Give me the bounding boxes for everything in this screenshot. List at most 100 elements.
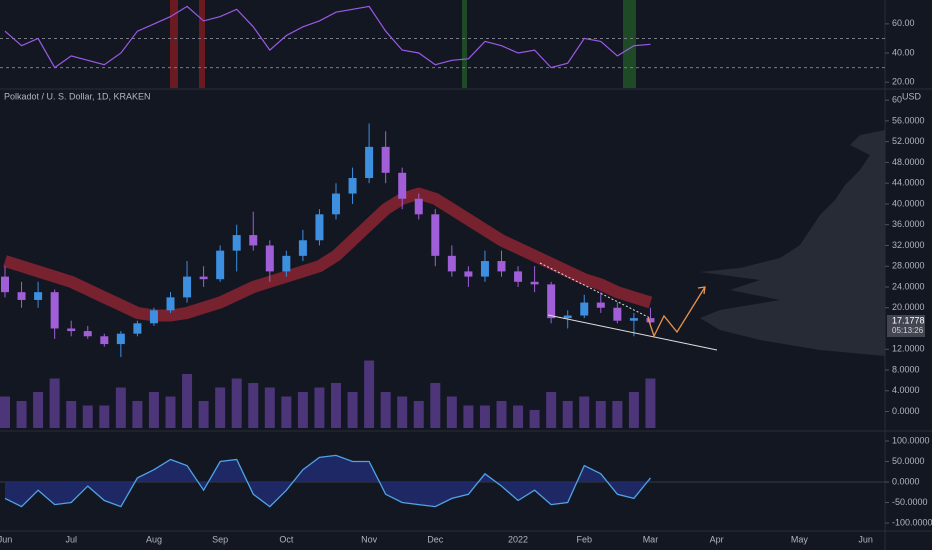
candle-body <box>563 315 572 319</box>
x-tick-label: Jul <box>65 534 77 544</box>
candle-body <box>398 172 407 199</box>
volume-bar <box>49 378 60 428</box>
y-tick-label: 48.0000 <box>892 157 925 167</box>
y-tick-label: -100.0000 <box>892 517 932 527</box>
candle-body <box>315 214 324 241</box>
volume-bar <box>595 401 606 428</box>
volume-bar <box>496 401 507 428</box>
trendline <box>539 262 651 319</box>
y-tick-label: 20.00 <box>892 77 915 87</box>
candle-body <box>166 297 175 311</box>
candle-body <box>249 235 258 246</box>
y-tick-label: 100.0000 <box>892 435 930 445</box>
volume-bar <box>0 396 10 428</box>
candle-body <box>464 271 473 277</box>
volume-bar <box>562 401 573 428</box>
countdown: 05:13:26 <box>892 326 924 335</box>
x-tick-label: Sep <box>212 534 228 544</box>
y-tick-label: 52.0000 <box>892 136 925 146</box>
candle-body <box>629 318 638 321</box>
volume-bar <box>331 383 341 428</box>
x-tick-label: 2022 <box>508 534 528 544</box>
x-tick-label: Aug <box>146 534 162 544</box>
volume-bar <box>215 387 226 428</box>
highlight <box>462 0 467 88</box>
candle-body <box>580 302 589 316</box>
candle-body <box>613 307 622 321</box>
volume-profile <box>700 130 885 356</box>
candle-body <box>348 177 357 194</box>
candle-body <box>530 281 539 285</box>
last-price-label: 17.1778 <box>892 315 925 325</box>
x-tick-label: Feb <box>576 534 592 544</box>
candle-body <box>547 284 556 319</box>
volume-bar <box>479 405 490 428</box>
volume-bar <box>430 383 441 428</box>
candle-body <box>216 250 225 280</box>
volume-bar <box>198 401 209 428</box>
candle-body <box>298 240 307 256</box>
volume-bar <box>165 396 176 428</box>
annotations <box>539 262 718 351</box>
rsi-highlights <box>170 0 636 88</box>
candle-body <box>646 318 655 323</box>
volume-bar <box>628 392 639 428</box>
x-tick-label: May <box>791 534 809 544</box>
candle-body <box>365 146 374 178</box>
x-tick-label: Jun <box>858 534 873 544</box>
currency: USD <box>902 91 922 101</box>
rsi-line <box>4 5 651 69</box>
volume-bar <box>397 396 408 428</box>
candle-body <box>116 333 125 345</box>
volume-bar <box>513 405 524 428</box>
candle-body <box>480 261 489 277</box>
candle-body <box>447 255 456 272</box>
candle-body <box>133 323 142 334</box>
volume-bar <box>264 387 275 428</box>
candle-body <box>50 292 59 329</box>
oscillator-pane <box>0 454 885 508</box>
candle-body <box>265 245 274 272</box>
volume-bar <box>182 374 193 428</box>
x-tick-label: Nov <box>361 534 378 544</box>
highlight <box>170 0 178 88</box>
highlight <box>623 0 636 88</box>
candle-body <box>100 336 109 345</box>
volume-bar <box>66 401 77 428</box>
candle-body <box>199 276 208 280</box>
y-tick-label: 60 <box>892 95 902 105</box>
volume-bar <box>148 392 159 428</box>
y-tick-label: 4.0000 <box>892 385 920 395</box>
y-tick-label: 40.0000 <box>892 198 925 208</box>
x-tick-label: Oct <box>279 534 294 544</box>
x-tick-label: Apr <box>710 534 724 544</box>
candle-body <box>282 255 291 272</box>
y-tick-label: 60.00 <box>892 18 915 28</box>
candle-body <box>414 198 423 215</box>
y-tick-label: 8.0000 <box>892 364 920 374</box>
volume-bar <box>314 387 325 428</box>
y-tick-label: 20.0000 <box>892 302 925 312</box>
candle-body <box>514 271 523 282</box>
candle-body <box>1 276 9 293</box>
rsi-pane <box>0 5 885 69</box>
volume-bar <box>115 387 126 428</box>
volume-bar <box>132 401 143 428</box>
y-tick-label: -50.0000 <box>892 497 928 507</box>
x-tick-label: Mar <box>643 534 659 544</box>
volume-bar <box>231 378 242 428</box>
price-pane <box>1 123 655 358</box>
candle-body <box>149 310 158 324</box>
candle-body <box>381 146 390 173</box>
volume <box>0 360 656 428</box>
highlight <box>199 0 205 88</box>
volume-bar <box>99 405 110 428</box>
y-tick-label: 12.0000 <box>892 344 925 354</box>
volume-bar <box>579 396 590 428</box>
y-tick-label: 28.0000 <box>892 261 925 271</box>
candle-body <box>431 214 440 256</box>
volume-bar <box>413 401 424 428</box>
candle-body <box>83 331 92 337</box>
projection-arrow <box>647 286 706 338</box>
